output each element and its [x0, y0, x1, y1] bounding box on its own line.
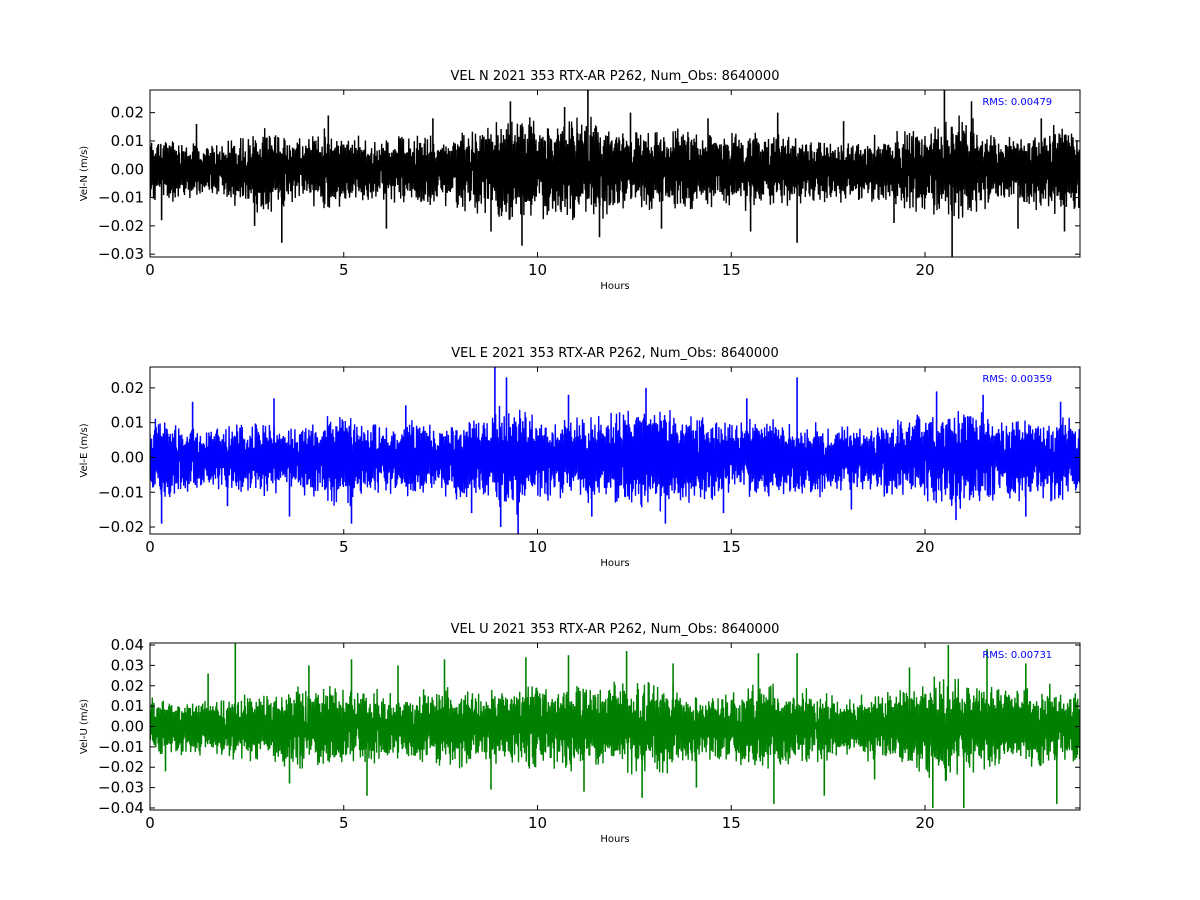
- panel-vel-n: VEL N 2021 353 RTX-AR P262, Num_Obs: 864…: [79, 69, 1081, 292]
- panel-title: VEL U 2021 353 RTX-AR P262, Num_Obs: 864…: [451, 622, 780, 637]
- y-ticks: −0.03 −0.02 −0.01 0.00 0.01 0.02: [98, 104, 1080, 263]
- series-trace: [150, 676, 1080, 782]
- rms-annotation: RMS: 0.00359: [982, 374, 1052, 385]
- x-tick-label: 15: [722, 814, 741, 832]
- x-tick-label: 10: [528, 814, 547, 832]
- y-tick-label: −0.01: [98, 483, 144, 501]
- plot-area: [150, 367, 1080, 534]
- y-tick-label: 0.02: [111, 379, 144, 397]
- x-tick-label: 20: [915, 814, 934, 832]
- y-tick-label: 0.02: [111, 104, 144, 122]
- y-tick-label: −0.02: [98, 217, 144, 235]
- y-ticks: −0.02 −0.01 0.00 0.01 0.02: [98, 379, 1080, 536]
- y-tick-label: 0.00: [111, 448, 144, 466]
- y-axis-label: Vel-U (m/s): [79, 699, 90, 754]
- panel-vel-u: VEL U 2021 353 RTX-AR P262, Num_Obs: 864…: [79, 622, 1081, 845]
- x-tick-label: 15: [722, 261, 741, 279]
- y-tick-label: 0.04: [111, 636, 144, 654]
- axes-frame: [149, 366, 1081, 535]
- x-tick-label: 0: [145, 261, 155, 279]
- plot-area: [150, 90, 1080, 257]
- x-tick-label: 10: [528, 538, 547, 556]
- y-tick-label: 0.00: [111, 160, 144, 178]
- x-axis-label: Hours: [600, 281, 629, 292]
- panel-title: VEL E 2021 353 RTX-AR P262, Num_Obs: 864…: [451, 346, 778, 361]
- x-tick-label: 0: [145, 538, 155, 556]
- x-tick-label: 20: [915, 538, 934, 556]
- y-ticks: −0.04 −0.03 −0.02 −0.01 0.00 0.01 0.02 0.03 0.04: [98, 636, 1080, 817]
- y-tick-label: −0.03: [98, 245, 144, 263]
- y-tick-label: −0.01: [98, 738, 144, 756]
- y-tick-label: −0.02: [98, 758, 144, 776]
- series-trace: [150, 115, 1080, 221]
- plot-area: [150, 643, 1080, 808]
- y-axis-label: Vel-N (m/s): [79, 146, 90, 201]
- y-tick-label: 0.01: [111, 414, 144, 432]
- x-tick-label: 10: [528, 261, 547, 279]
- y-tick-label: −0.03: [98, 779, 144, 797]
- y-tick-label: −0.02: [98, 518, 144, 536]
- y-tick-label: 0.02: [111, 677, 144, 695]
- x-tick-label: 0: [145, 814, 155, 832]
- rms-annotation: RMS: 0.00731: [982, 650, 1052, 661]
- y-tick-label: 0.03: [111, 656, 144, 674]
- y-tick-label: −0.04: [98, 799, 144, 817]
- x-tick-label: 15: [722, 538, 741, 556]
- y-tick-label: 0.01: [111, 132, 144, 150]
- axes-frame: [149, 642, 1081, 811]
- axes-frame: [149, 89, 1081, 258]
- rms-annotation: RMS: 0.00479: [982, 97, 1052, 108]
- series-trace: [150, 405, 1080, 515]
- panel-vel-e: VEL E 2021 353 RTX-AR P262, Num_Obs: 864…: [79, 346, 1081, 569]
- x-tick-label: 20: [915, 261, 934, 279]
- x-tick-label: 5: [339, 261, 349, 279]
- x-ticks: 0 5 10 15 20: [145, 643, 935, 832]
- y-tick-label: −0.01: [98, 189, 144, 207]
- x-ticks: 0 5 10 15 20: [145, 90, 935, 279]
- y-axis-label: Vel-E (m/s): [79, 423, 90, 477]
- x-ticks: 0 5 10 15 20: [145, 367, 935, 556]
- x-tick-label: 5: [339, 814, 349, 832]
- x-axis-label: Hours: [600, 558, 629, 569]
- x-tick-label: 5: [339, 538, 349, 556]
- y-tick-label: 0.00: [111, 718, 144, 736]
- y-tick-label: 0.01: [111, 697, 144, 715]
- panel-title: VEL N 2021 353 RTX-AR P262, Num_Obs: 864…: [451, 69, 780, 84]
- x-axis-label: Hours: [600, 834, 629, 845]
